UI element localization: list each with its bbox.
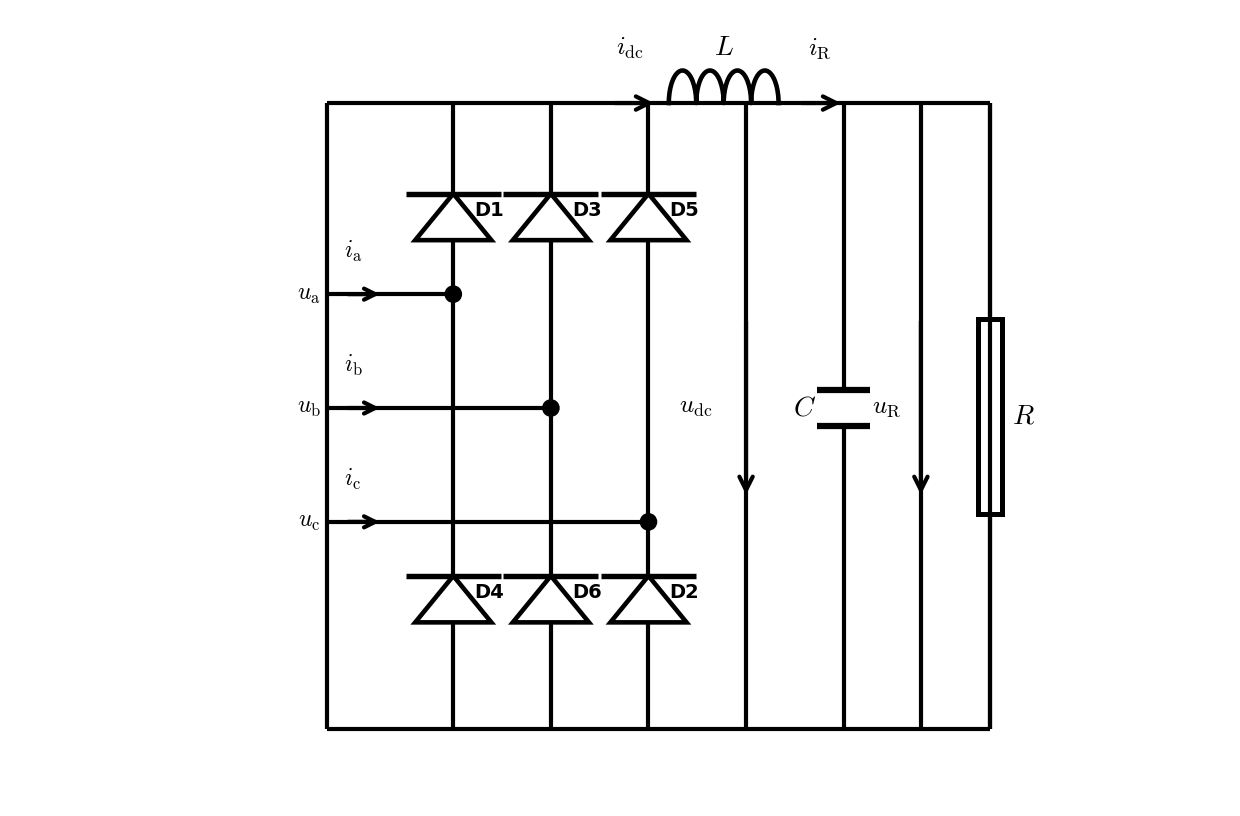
Text: $C$: $C$ [794, 394, 816, 422]
Text: D5: D5 [670, 201, 699, 220]
Text: D6: D6 [572, 583, 601, 602]
Text: $i_{\rm b}$: $i_{\rm b}$ [343, 353, 362, 379]
Text: $u_{\rm a}$: $u_{\rm a}$ [298, 282, 321, 306]
Text: $u_{\rm R}$: $u_{\rm R}$ [872, 397, 900, 419]
Bar [978, 318, 1002, 514]
Circle shape [543, 400, 559, 416]
Text: $u_{\rm b}$: $u_{\rm b}$ [296, 397, 321, 419]
Text: $u_{\rm c}$: $u_{\rm c}$ [299, 510, 321, 534]
Text: D2: D2 [670, 583, 699, 602]
Text: $i_{\rm a}$: $i_{\rm a}$ [343, 239, 362, 264]
Text: $R$: $R$ [1012, 402, 1035, 430]
Text: D1: D1 [475, 201, 505, 220]
Text: $i_{\rm R}$: $i_{\rm R}$ [807, 36, 831, 60]
Text: $u_{\rm dc}$: $u_{\rm dc}$ [680, 397, 712, 419]
Text: $L$: $L$ [714, 33, 734, 60]
Text: D3: D3 [572, 201, 601, 220]
Circle shape [445, 286, 461, 302]
Text: D4: D4 [475, 583, 505, 602]
Text: $i_{\rm c}$: $i_{\rm c}$ [343, 467, 361, 492]
Circle shape [640, 514, 657, 530]
Text: $i_{\rm dc}$: $i_{\rm dc}$ [616, 36, 644, 60]
